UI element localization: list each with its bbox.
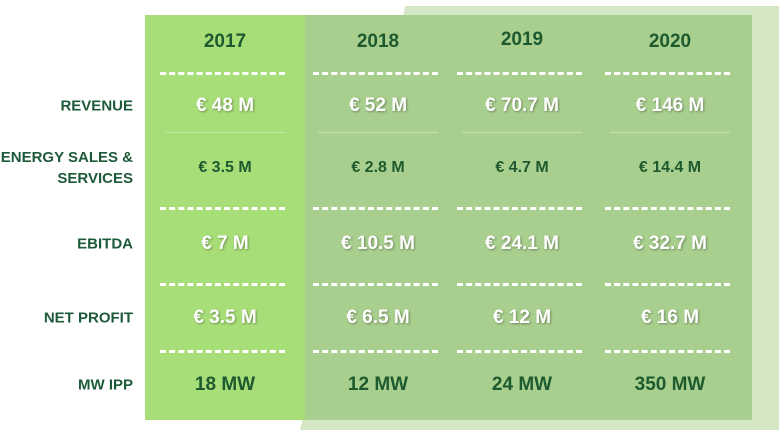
cell-value: € 16 M xyxy=(640,307,700,328)
cell-value: € 48 M xyxy=(195,95,255,116)
row-line xyxy=(462,132,582,133)
cell-value: € 70.7 M xyxy=(485,95,559,116)
cell-value: 12 MW xyxy=(347,374,409,395)
divider xyxy=(605,207,730,210)
highlight-column xyxy=(145,15,305,420)
divider xyxy=(313,350,438,353)
row-line xyxy=(318,132,438,133)
divider xyxy=(160,283,285,286)
divider xyxy=(457,72,582,75)
divider xyxy=(457,350,582,353)
divider xyxy=(457,207,582,210)
row-label: MW IPP xyxy=(78,376,133,394)
cell-value: € 3.5 M xyxy=(198,159,252,176)
cell-value: € 2.8 M xyxy=(351,159,405,176)
cell-value: € 7 M xyxy=(201,233,249,254)
row-label: NET PROFIT xyxy=(43,309,133,327)
cell-value: € 14.4 M xyxy=(638,159,702,176)
cell-value: € 24.1 M xyxy=(485,233,559,254)
divider xyxy=(313,207,438,210)
cell-value: € 6.5 M xyxy=(346,307,410,328)
divider xyxy=(605,350,730,353)
cell-value: 18 MW xyxy=(194,374,256,395)
cell-value: € 3.5 M xyxy=(193,307,257,328)
divider xyxy=(160,72,285,75)
row-label: ENERGY SALES & SERVICES xyxy=(0,149,133,187)
row-line xyxy=(165,132,285,133)
cell-value: € 4.7 M xyxy=(495,159,549,176)
cell-value: 24 MW xyxy=(491,374,553,395)
row-line xyxy=(610,132,730,133)
cell-value: € 32.7 M xyxy=(633,233,707,254)
row-label: REVENUE xyxy=(60,97,133,115)
divider xyxy=(313,72,438,75)
divider xyxy=(313,283,438,286)
divider xyxy=(160,207,285,210)
cell-value: 350 MW xyxy=(634,374,706,395)
cell-value: € 12 M xyxy=(492,307,552,328)
column-header: 2018 xyxy=(356,31,400,52)
column-header: 2020 xyxy=(648,31,692,52)
divider xyxy=(605,72,730,75)
divider xyxy=(160,350,285,353)
cell-value: € 10.5 M xyxy=(341,233,415,254)
column-header: 2017 xyxy=(203,31,247,52)
divider xyxy=(605,283,730,286)
row-label: EBITDA xyxy=(77,235,133,253)
divider xyxy=(457,283,582,286)
column-header: 2019 xyxy=(500,29,544,50)
cell-value: € 146 M xyxy=(635,95,705,116)
cell-value: € 52 M xyxy=(348,95,408,116)
